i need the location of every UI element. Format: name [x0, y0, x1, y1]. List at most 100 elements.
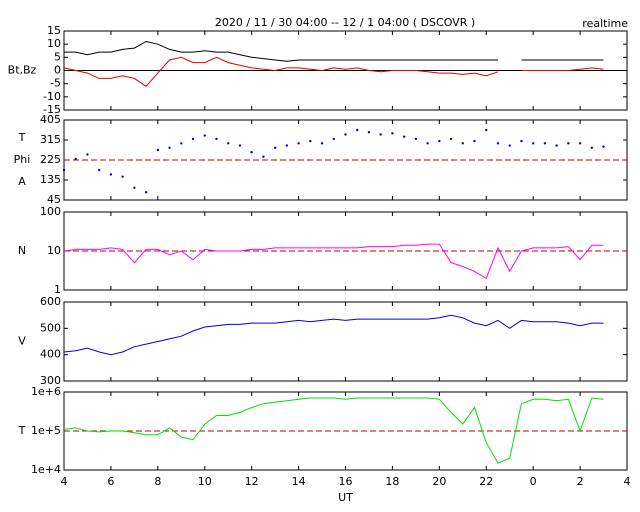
data-point — [297, 142, 300, 145]
data-point — [473, 139, 476, 143]
y-tick-label: 15 — [47, 24, 61, 37]
x-tick-label: 10 — [198, 475, 212, 488]
x-tick-label: 0 — [530, 475, 537, 488]
data-point — [62, 168, 66, 172]
x-tick-label: 16 — [339, 475, 353, 488]
data-point — [86, 153, 89, 156]
x-tick-label: 14 — [292, 475, 306, 488]
data-point — [121, 175, 124, 178]
y-tick-label: 400 — [40, 348, 61, 361]
data-point — [109, 173, 113, 176]
data-point — [227, 142, 230, 145]
data-point — [238, 144, 242, 147]
y-axis-label: T — [18, 131, 26, 144]
data-point — [262, 155, 265, 158]
chart-title: 2020 / 11 / 30 04:00 -- 12 / 1 04:00 ( D… — [215, 16, 475, 29]
data-point — [133, 186, 136, 189]
data-point — [215, 137, 218, 141]
data-point — [379, 133, 382, 136]
y-tick-label: -5 — [50, 77, 61, 90]
x-axis-label: UT — [338, 491, 353, 504]
y-tick-label: 135 — [40, 173, 61, 186]
y-tick-label: 600 — [40, 295, 61, 308]
y-axis-label: V — [18, 335, 26, 348]
y-tick-label: 500 — [40, 321, 61, 334]
data-point — [485, 128, 488, 132]
data-point — [309, 139, 312, 143]
plot-frame — [63, 301, 628, 382]
data-point — [97, 168, 101, 172]
data-point — [367, 131, 371, 134]
data-point — [180, 142, 183, 145]
data-point — [74, 157, 77, 161]
y-tick-label: 1e+4 — [31, 463, 61, 476]
data-line — [63, 397, 604, 464]
y-tick-label: 5 — [54, 50, 61, 63]
data-point — [508, 144, 511, 147]
data-point — [156, 148, 160, 152]
y-tick-label: 1e+5 — [31, 424, 61, 437]
data-point — [203, 134, 206, 137]
y-axis-label: T — [18, 424, 26, 437]
x-tick-label: 20 — [432, 475, 446, 488]
x-tick-label: 18 — [385, 475, 399, 488]
data-line — [64, 40, 604, 62]
data-point — [273, 146, 277, 149]
data-point — [332, 137, 335, 141]
data-point — [602, 145, 605, 148]
data-point — [531, 142, 535, 145]
data-point — [344, 133, 347, 136]
data-point — [438, 139, 441, 143]
annotation: realtime — [582, 17, 628, 30]
data-point — [320, 142, 324, 145]
data-point — [461, 142, 464, 145]
y-axis-label: A — [18, 175, 26, 188]
data-point — [496, 142, 500, 145]
y-axis-label: Phi — [14, 153, 31, 166]
y-tick-label: 0 — [54, 64, 61, 77]
y-tick-label: 405 — [40, 113, 61, 126]
y-tick-label: -10 — [43, 90, 61, 103]
data-point — [168, 146, 171, 149]
data-line — [63, 314, 604, 356]
data-point — [543, 142, 547, 145]
data-point — [414, 137, 418, 141]
y-tick-label: 300 — [40, 374, 61, 387]
x-tick-label: 4 — [624, 475, 631, 488]
y-tick-label: 10 — [47, 244, 61, 257]
data-point — [449, 137, 453, 141]
y-axis-label: N — [18, 244, 26, 257]
x-tick-label: 22 — [479, 475, 493, 488]
y-tick-label: 10 — [47, 37, 61, 50]
data-point — [191, 137, 195, 141]
y-tick-label: 315 — [40, 133, 61, 146]
data-point — [356, 128, 359, 132]
data-point — [250, 151, 253, 154]
x-tick-label: 12 — [245, 475, 259, 488]
data-line — [63, 243, 604, 280]
data-point — [144, 191, 148, 194]
data-point — [285, 144, 289, 147]
x-tick-label: 8 — [154, 475, 161, 488]
data-point — [426, 142, 429, 145]
data-point — [578, 142, 582, 145]
y-tick-label: 45 — [47, 193, 61, 206]
data-point — [391, 132, 394, 135]
data-point — [590, 146, 594, 149]
data-line — [63, 56, 604, 87]
data-point — [567, 142, 570, 145]
data-point — [555, 144, 558, 147]
x-tick-label: 4 — [61, 475, 68, 488]
x-tick-label: 6 — [107, 475, 114, 488]
y-tick-label: 100 — [40, 205, 61, 218]
y-tick-label: 1e+6 — [31, 385, 61, 398]
y-tick-label: -15 — [43, 103, 61, 116]
data-point — [402, 135, 406, 138]
y-tick-label: 225 — [40, 153, 61, 166]
x-tick-label: 2 — [577, 475, 584, 488]
y-axis-label: Bt,Bz — [8, 64, 37, 77]
y-tick-label: 1 — [54, 283, 61, 296]
data-point — [520, 139, 523, 143]
